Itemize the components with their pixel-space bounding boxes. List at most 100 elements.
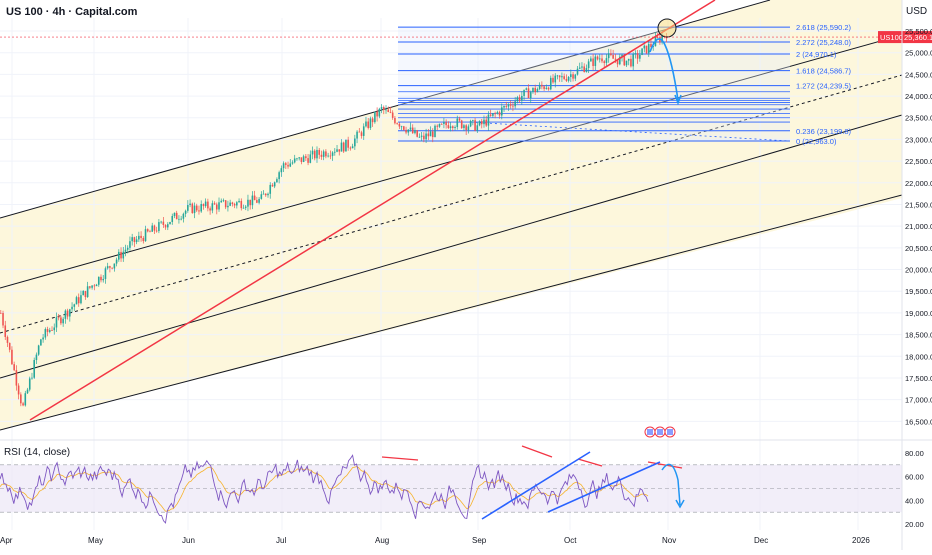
candle (369, 118, 372, 128)
candle (598, 58, 601, 60)
price-tag-symbol: US100 (880, 33, 903, 42)
rsi-divergence-line (521, 445, 553, 458)
candle (385, 109, 387, 111)
y-tick-label: 25,500.0 (905, 27, 932, 36)
candle (53, 327, 56, 331)
candle (77, 297, 80, 304)
candle (218, 202, 220, 210)
candle (138, 235, 140, 240)
candle (440, 123, 443, 125)
candle (262, 193, 265, 195)
candle (552, 77, 554, 83)
price-tag-bg (902, 31, 932, 44)
candle (213, 203, 216, 205)
candle (316, 149, 318, 159)
candle (17, 385, 20, 395)
candle (583, 66, 585, 72)
candle (28, 378, 31, 390)
highlight-circle (657, 18, 677, 38)
channel-line (0, 114, 903, 379)
x-tick-label: May (88, 536, 103, 545)
x-tick-label: Apr (0, 536, 13, 545)
candle (62, 318, 64, 324)
candle (538, 84, 541, 89)
candle (387, 109, 390, 112)
fib-label: 2.272 (25,248.0) (796, 38, 852, 47)
candle (131, 237, 133, 242)
rsi-tick-label: 60.00 (905, 473, 924, 482)
candle (374, 111, 376, 123)
y-tick-label: 18,500.0 (905, 331, 932, 340)
candle (645, 45, 648, 54)
candle (291, 162, 294, 164)
candle (240, 200, 243, 209)
y-tick-label: 18,000.0 (905, 352, 932, 361)
candle (641, 48, 643, 55)
candle (151, 225, 154, 232)
candle (409, 127, 412, 130)
y-tick-label: 21,500.0 (905, 200, 932, 209)
candle (356, 131, 358, 139)
candle (485, 119, 488, 126)
candle (40, 339, 42, 346)
candle (554, 75, 557, 83)
candle (429, 131, 432, 137)
candle (169, 221, 171, 225)
candle (111, 267, 113, 269)
candle (603, 61, 606, 63)
candle (24, 393, 27, 406)
candle (158, 222, 160, 232)
candle (501, 107, 503, 116)
candle (652, 46, 655, 47)
candle (342, 142, 345, 152)
event-flag-inner-icon (657, 429, 663, 435)
candle (456, 118, 459, 128)
candle (567, 77, 570, 81)
candle (276, 179, 278, 183)
candle (133, 237, 136, 243)
candle (447, 125, 450, 129)
candle (570, 74, 572, 78)
candle (572, 74, 574, 79)
candle (66, 310, 69, 317)
candle (120, 251, 122, 259)
rsi-tick-label: 20.00 (905, 520, 924, 529)
candle (31, 377, 33, 379)
candle (616, 59, 619, 65)
candle (135, 239, 138, 243)
candle (153, 225, 156, 231)
candle (300, 157, 303, 162)
candle (289, 163, 292, 167)
candle (349, 147, 352, 149)
rsi-tick-label: 40.00 (905, 496, 924, 505)
candle (345, 139, 347, 152)
candle (329, 155, 332, 157)
candle (547, 87, 550, 90)
candle (91, 285, 93, 288)
candle (534, 87, 536, 93)
y-tick-label: 20,500.0 (905, 244, 932, 253)
candle (650, 43, 652, 47)
candle (249, 199, 251, 206)
candle (627, 58, 630, 61)
rsi-trendline-blue (481, 451, 591, 520)
candle (258, 198, 260, 203)
candle (612, 55, 614, 59)
candle (505, 106, 508, 107)
x-tick-label: Sep (472, 536, 487, 545)
candle (44, 329, 47, 338)
candle (193, 205, 196, 214)
candle (523, 89, 525, 96)
candle (109, 266, 111, 268)
candle (253, 195, 256, 201)
candle (351, 146, 354, 149)
candle (561, 76, 563, 78)
x-tick-label: Jul (276, 536, 286, 545)
candle (347, 139, 349, 148)
candle (222, 200, 225, 202)
candle (313, 150, 316, 159)
candle (394, 117, 396, 124)
candle (20, 394, 22, 404)
candle (264, 193, 267, 196)
